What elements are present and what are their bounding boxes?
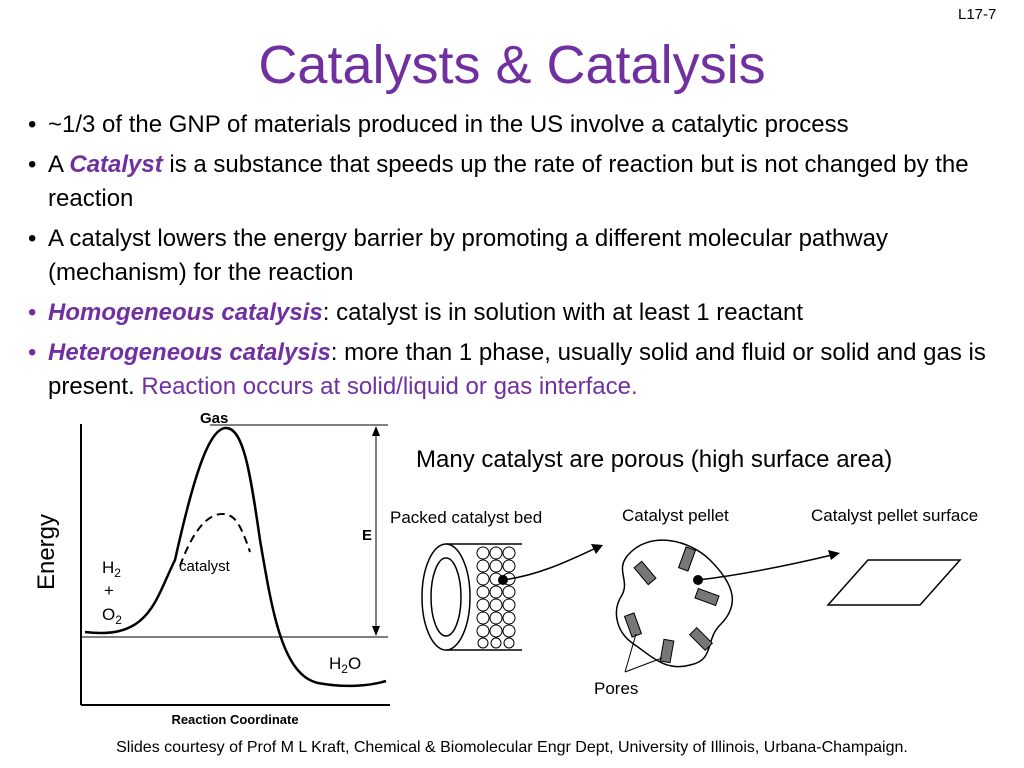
slide-number: L17-7 — [958, 6, 997, 23]
catalyzed-path — [179, 512, 251, 567]
heterogeneous-term: Heterogeneous catalysis — [48, 339, 331, 366]
bullet-catalyst-pre: A — [48, 151, 70, 178]
pellet-label: Catalyst pellet — [622, 506, 729, 525]
energy-axis-label: Energy — [33, 514, 60, 590]
plus-sign: + — [104, 581, 114, 600]
bullet-heterogeneous-text: : more than 1 phase, usually solid and f… — [48, 339, 986, 400]
porous-note: Many catalyst are porous (high surface a… — [416, 446, 893, 473]
pores-pointer-2 — [624, 657, 663, 673]
catalyst-curve-label: catalyst — [179, 558, 231, 575]
reactant-h-subscript: 2 — [114, 566, 121, 580]
reaction-coordinate-label: Reaction Coordinate — [171, 712, 298, 727]
packed-beads — [476, 546, 516, 649]
catalyst-diagram: Packed catalyst bed Catalyst pellet Cata… — [390, 506, 978, 698]
pellet-to-surface-arrow — [697, 554, 833, 581]
tube-inner-end — [430, 557, 462, 637]
bullet-list: • ~1/3 of the GNP of materials produced i… — [28, 108, 1013, 410]
bed-to-pellet-arrow — [502, 547, 597, 581]
energy-marker-label: E — [362, 527, 372, 544]
product-h-subscript: 2 — [341, 662, 348, 676]
pellet-arrow-head — [828, 550, 840, 560]
uncatalyzed-path — [84, 426, 387, 688]
catalyst-term: Catalyst — [69, 151, 163, 178]
gas-label: Gas — [200, 410, 228, 427]
bullet-energy-barrier: • A catalyst lowers the energy barrier by… — [28, 225, 888, 286]
pores-pointer-1 — [624, 633, 637, 673]
reactant-h2-label: H2 — [102, 558, 121, 580]
slide-title: Catalysts & Catalysis — [258, 35, 766, 95]
bed-arrow-head — [591, 544, 603, 554]
product-o: O — [348, 654, 361, 673]
bullet-heterogeneous: • Heterogeneous catalysis: more than 1 ph… — [28, 339, 986, 400]
footer-credit: Slides courtesy of Prof M L Kraft, Chemi… — [116, 739, 908, 756]
product-h2o-label: H2O — [329, 654, 361, 676]
packed-bed-label: Packed catalyst bed — [390, 508, 542, 527]
reactant-h: H — [102, 558, 114, 577]
reactant-o2-label: O2 — [102, 605, 122, 627]
pores-label: Pores — [594, 679, 638, 698]
pellet-surface-label: Catalyst pellet surface — [811, 506, 978, 525]
bullet-energy-barrier-text: A catalyst lowers the energy barrier by … — [48, 225, 888, 286]
energy-diagram: Energy Reaction Coordinate Gas catalyst … — [33, 410, 390, 727]
bullet-gnp: • ~1/3 of the GNP of materials produced i… — [28, 111, 849, 138]
pellet-pores — [623, 546, 720, 664]
surface-plane — [826, 559, 962, 606]
bullet-gnp-text: ~1/3 of the GNP of materials produced in… — [48, 111, 849, 138]
energy-arrow-head-up — [372, 426, 380, 436]
bullet-homogeneous: • Homogeneous catalysis: catalyst is in s… — [28, 299, 803, 326]
homogeneous-term: Homogeneous catalysis — [48, 299, 323, 326]
reactant-o: O — [102, 605, 115, 624]
reactant-o-subscript: 2 — [115, 613, 122, 627]
bullet-catalyst-definition: • A Catalyst is a substance that speeds u… — [28, 151, 969, 212]
product-h: H — [329, 654, 341, 673]
bullet-catalyst-post: is a substance that speeds up the rate o… — [48, 151, 969, 212]
packed-bed-tube — [421, 543, 522, 651]
bullet-homogeneous-text: : catalyst is in solution with at least … — [322, 299, 803, 326]
interface-highlight: Reaction occurs at solid/liquid or gas i… — [141, 373, 638, 400]
energy-arrow-head-down — [372, 626, 380, 636]
